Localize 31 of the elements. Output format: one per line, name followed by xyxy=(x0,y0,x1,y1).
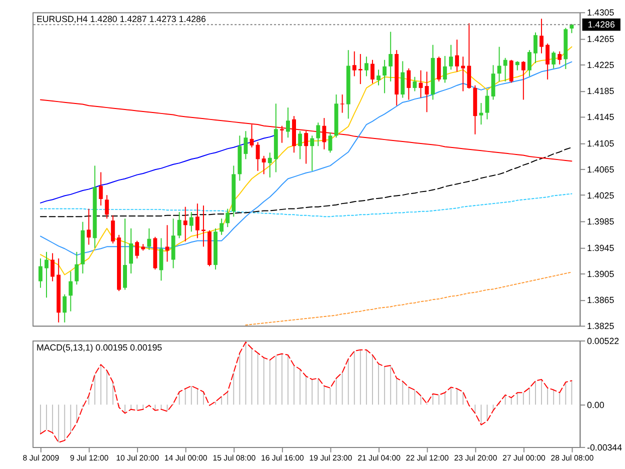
x-tick-label: 9 Jul 12:00 xyxy=(70,453,110,462)
y-tick-label: 1.3905 xyxy=(587,268,614,279)
y-tick-label: 1.4145 xyxy=(587,112,614,122)
y-tick-label: 1.4185 xyxy=(587,86,614,96)
y-tick-label: 1.4305 xyxy=(587,8,614,18)
chart-title: EURUSD,H4 1.4280 1.4287 1.4273 1.4286 xyxy=(36,14,206,24)
x-tick-label: 23 Jul 20:00 xyxy=(454,453,498,462)
x-tick-label: 14 Jul 00:00 xyxy=(164,453,208,462)
x-tick-label: 15 Jul 08:00 xyxy=(212,453,256,462)
x-tick-label: 10 Jul 20:00 xyxy=(116,453,160,462)
y-tick-label: 1.3985 xyxy=(587,216,614,227)
y-tick-label: 1.4025 xyxy=(587,190,614,201)
chart-title: MACD(5,13,1) 0.00195 0.00195 xyxy=(36,342,162,352)
x-tick-label: 21 Jul 04:00 xyxy=(358,453,402,462)
y-tick-label: 1.4065 xyxy=(587,164,614,174)
y-tick-label: -0.00344 xyxy=(587,442,622,452)
ref-line-label: 1.4286 xyxy=(588,20,615,30)
y-tick-label: 0.00 xyxy=(587,400,604,410)
y-tick-label: 1.3865 xyxy=(587,295,614,306)
y-tick-label: 1.3945 xyxy=(587,242,614,253)
x-tick-label: 28 Jul 08:00 xyxy=(550,453,594,462)
x-tick-label: 19 Jul 23:00 xyxy=(309,453,353,462)
y-tick-label: 1.3825 xyxy=(587,321,614,332)
y-tick-label: 0.00522 xyxy=(587,336,620,346)
x-tick-label: 22 Jul 12:00 xyxy=(406,453,450,462)
y-tick-label: 1.4225 xyxy=(587,60,614,70)
x-tick-label: 8 Jul 2009 xyxy=(22,453,60,462)
y-tick-label: 1.4105 xyxy=(587,138,614,148)
y-tick-label: 1.4265 xyxy=(587,34,614,44)
x-tick-label: 16 Jul 16:00 xyxy=(260,453,305,462)
x-tick-label: 27 Jul 00:00 xyxy=(502,453,546,462)
